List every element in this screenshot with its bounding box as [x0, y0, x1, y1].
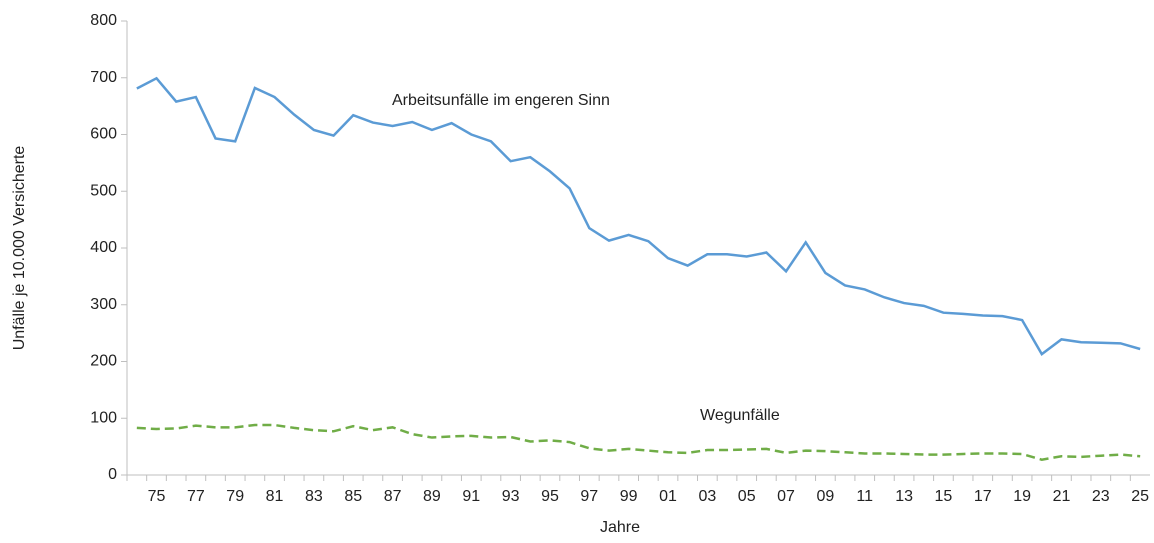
x-tick-label: 21 — [1053, 488, 1071, 505]
x-tick-label: 25 — [1131, 488, 1149, 505]
y-tick-label: 100 — [90, 409, 117, 426]
x-tick-label: 19 — [1013, 488, 1031, 505]
y-tick-label: 0 — [108, 466, 117, 483]
x-tick-label: 79 — [226, 488, 244, 505]
x-tick-label: 91 — [462, 488, 480, 505]
y-tick-label: 200 — [90, 353, 117, 370]
x-tick-label: 81 — [266, 488, 284, 505]
series-label: Arbeitsunfälle im engeren Sinn — [392, 92, 610, 109]
x-tick-label: 03 — [698, 488, 716, 505]
x-tick-label: 97 — [580, 488, 598, 505]
y-tick-label: 400 — [90, 239, 117, 256]
x-tick-label: 75 — [148, 488, 166, 505]
y-tick-label: 700 — [90, 69, 117, 86]
y-tick-label: 600 — [90, 126, 117, 143]
series-label: Wegunfälle — [700, 407, 780, 424]
x-tick-label: 23 — [1092, 488, 1110, 505]
x-tick-label: 99 — [620, 488, 638, 505]
series-line — [136, 76, 1141, 356]
x-tick-label: 11 — [856, 488, 873, 505]
y-tick-label: 300 — [90, 296, 117, 313]
x-tick-label: 07 — [777, 488, 795, 505]
y-tick-label: 800 — [90, 12, 117, 29]
x-tick-label: 17 — [974, 488, 992, 505]
x-tick-label: 83 — [305, 488, 323, 505]
x-tick-label: 13 — [895, 488, 913, 505]
series-line — [136, 423, 1141, 461]
y-tick-label: 500 — [90, 182, 117, 199]
x-tick-label: 01 — [659, 488, 677, 505]
y-axis-label: Unfälle je 10.000 Versicherte — [11, 146, 28, 351]
x-tick-label: 93 — [502, 488, 520, 505]
x-axis-label: Jahre — [600, 519, 640, 536]
x-tick-label: 15 — [935, 488, 953, 505]
x-tick-label: 85 — [344, 488, 362, 505]
x-tick-label: 89 — [423, 488, 441, 505]
x-tick-label: 87 — [384, 488, 402, 505]
x-tick-label: 77 — [187, 488, 205, 505]
x-tick-label: 09 — [816, 488, 834, 505]
x-tick-label: 05 — [738, 488, 756, 505]
x-tick-label: 95 — [541, 488, 559, 505]
